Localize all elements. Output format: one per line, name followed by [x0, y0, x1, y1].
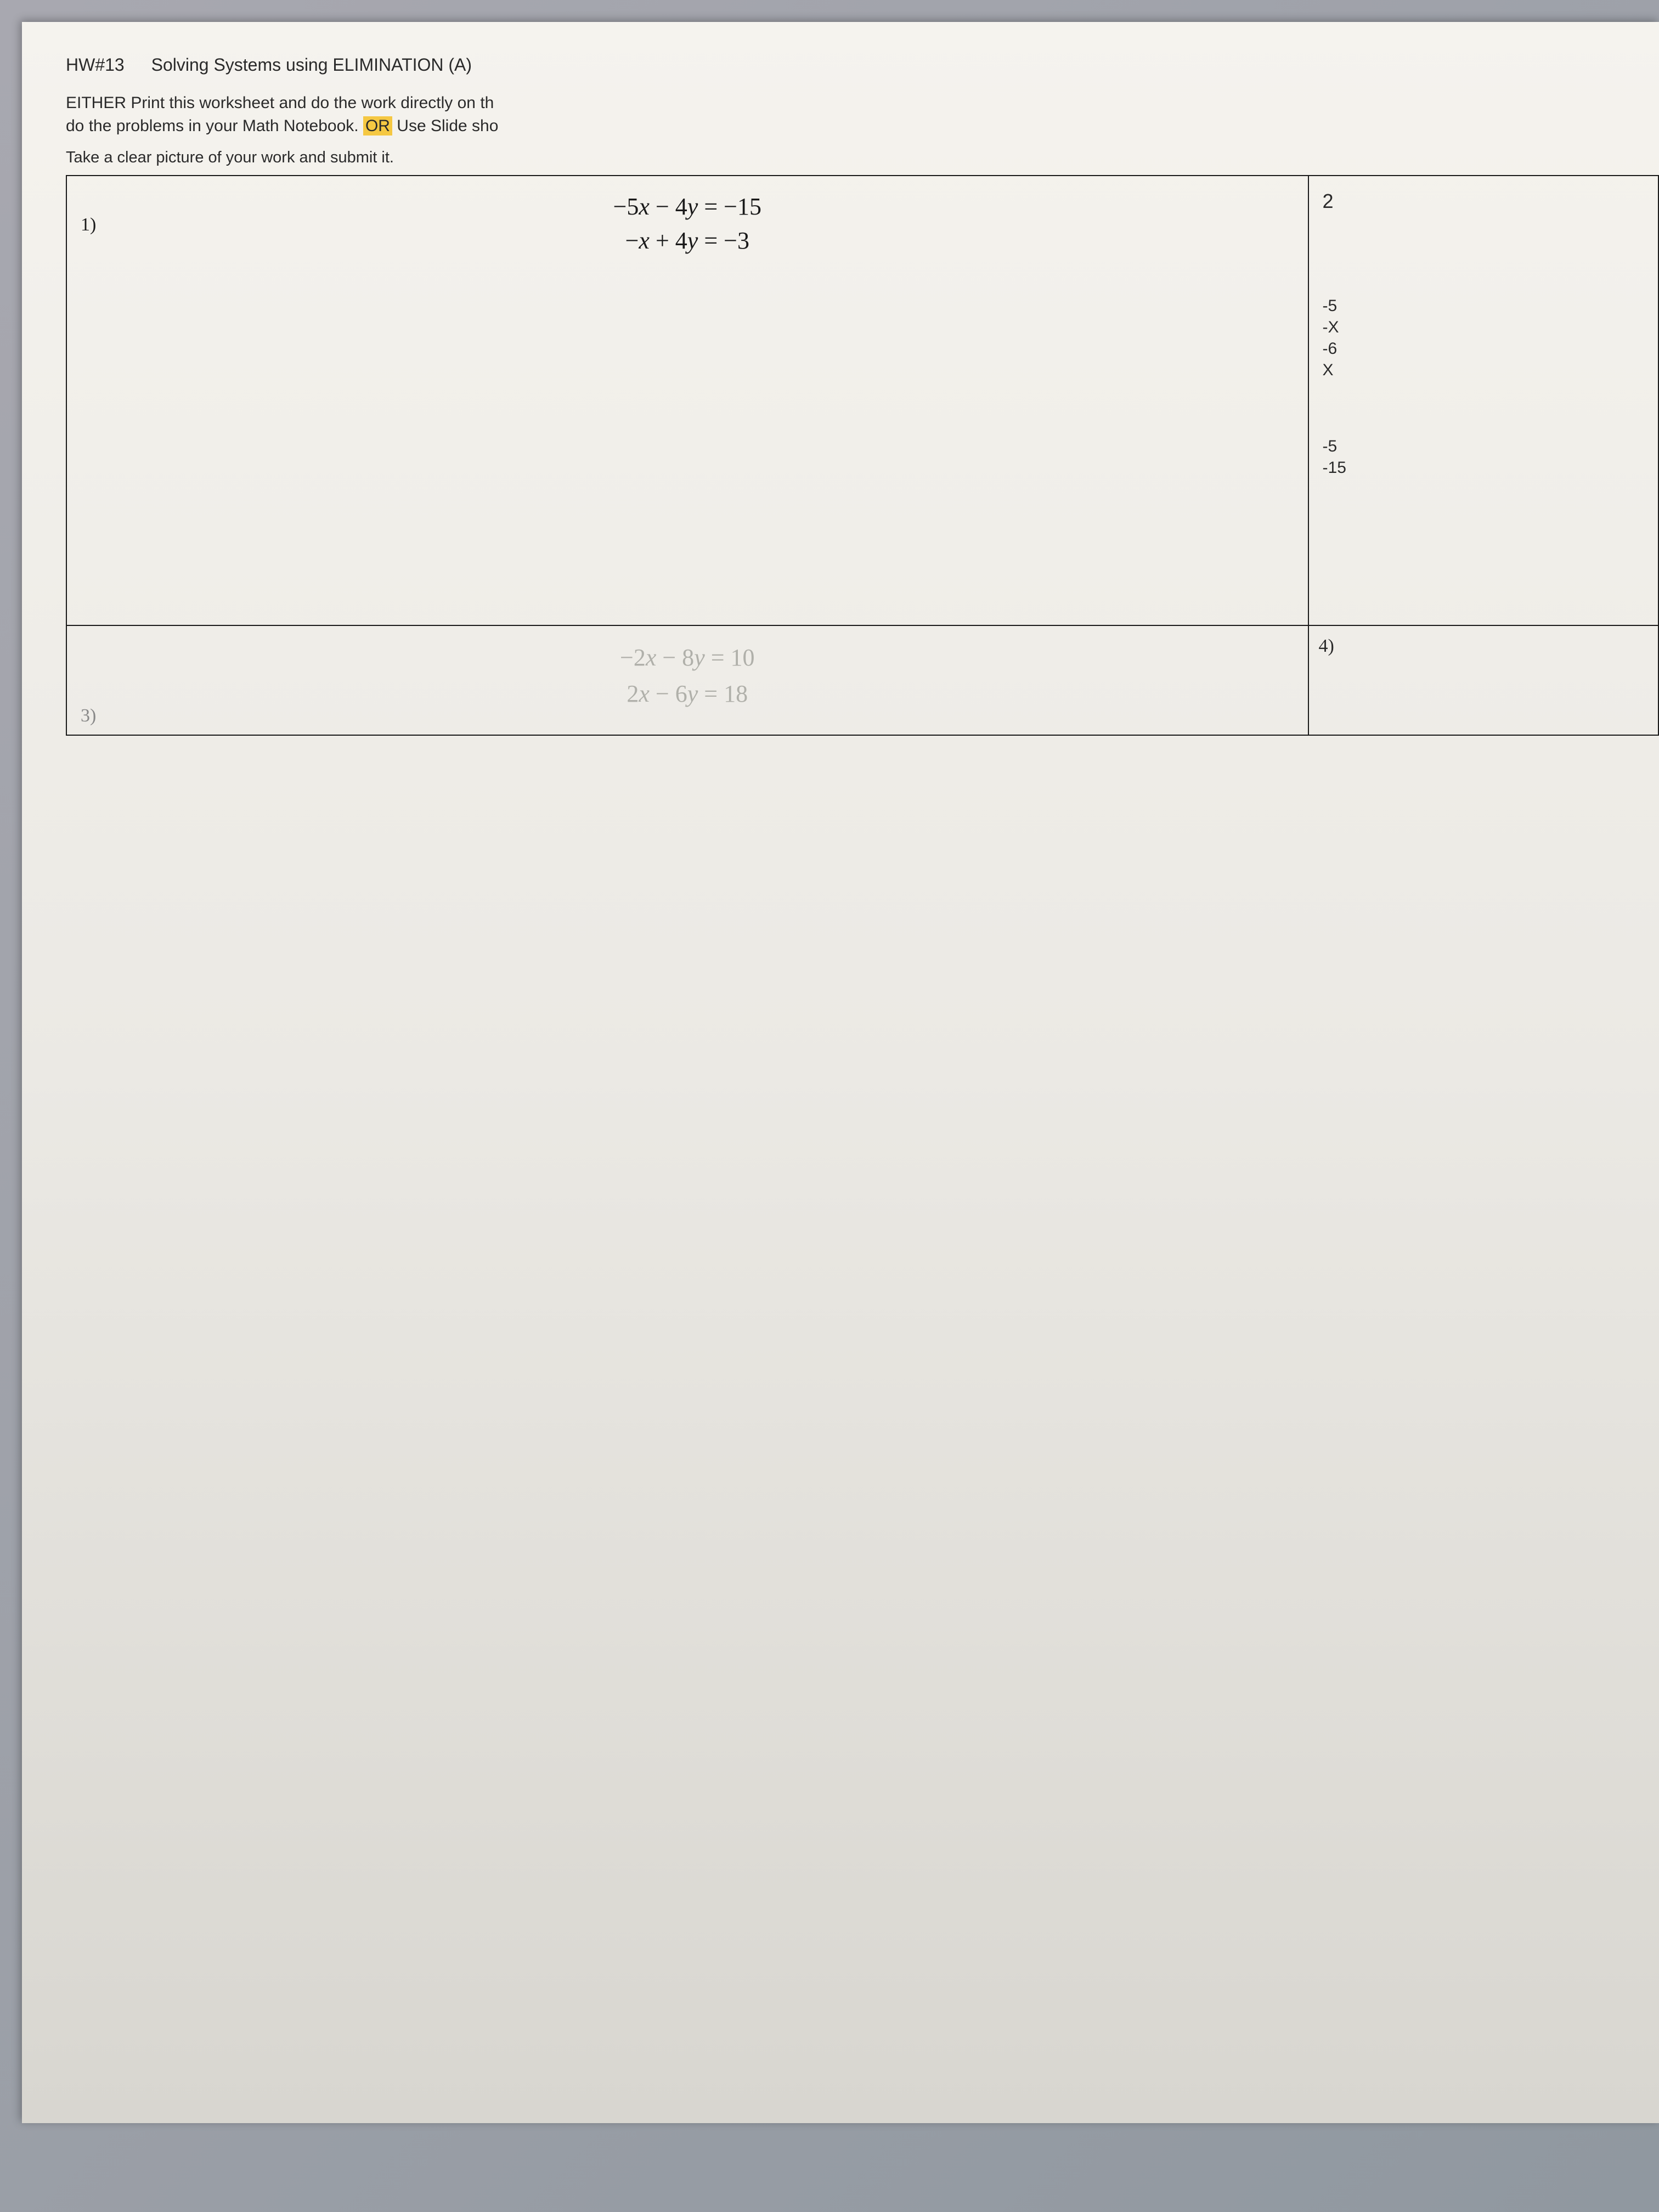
instructions-block: EITHER Print this worksheet and do the w… [66, 92, 1659, 138]
instruction-or-highlight: OR [363, 116, 392, 136]
problem-2-number-partial: 2 [1323, 187, 1647, 213]
side-line: X [1323, 359, 1647, 381]
instruction-line2-b: Use Slide sho [392, 117, 498, 135]
problem-3-eq1: −2x − 8y = 10 [78, 640, 1297, 676]
side-work-content: 2 -5 -X -6 X -5 -15 [1320, 187, 1647, 478]
problem-1-eq2: −x + 4y = −3 [78, 224, 1297, 258]
instruction-line1: EITHER Print this worksheet and do the w… [66, 94, 494, 112]
problem-1-number: 1) [81, 215, 96, 235]
instruction-line2-a: do the problems in your Math Notebook. [66, 117, 363, 135]
side-line: -5 [1323, 295, 1647, 317]
problem-3-cell: 3) −2x − 8y = 10 2x − 6y = 18 [66, 625, 1308, 735]
side-line: -6 [1323, 338, 1647, 359]
problem-2-cell-partial: 2 -5 -X -6 X -5 -15 [1308, 176, 1658, 625]
submit-instruction: Take a clear picture of your work and su… [66, 149, 1659, 167]
problem-1-equations: −5x − 4y = −15 −x + 4y = −3 [78, 190, 1297, 257]
side-line: -X [1323, 317, 1647, 338]
problem-4-cell-partial: 4) [1308, 625, 1658, 735]
side-line: -15 [1323, 457, 1647, 478]
side-line: -5 [1323, 436, 1647, 457]
problem-3-number: 3) [81, 706, 96, 726]
side-work-block-1: -5 -X -6 X [1323, 295, 1647, 381]
worksheet-title: Solving Systems using ELIMINATION (A) [151, 55, 472, 75]
worksheet-header: HW#13 Solving Systems using ELIMINATION … [66, 55, 1659, 75]
problem-1-cell: 1) −5x − 4y = −15 −x + 4y = −3 [66, 176, 1308, 625]
hw-number: HW#13 [66, 55, 125, 75]
problem-1-eq1: −5x − 4y = −15 [78, 190, 1297, 224]
problem-3-eq2: 2x − 6y = 18 [78, 676, 1297, 712]
problem-3-equations: −2x − 8y = 10 2x − 6y = 18 [78, 640, 1297, 712]
side-work-block-2: -5 -15 [1323, 436, 1647, 478]
problems-table: 1) −5x − 4y = −15 −x + 4y = −3 2 -5 -X [66, 175, 1659, 736]
problem-4-number: 4) [1319, 636, 1334, 657]
worksheet-page: HW#13 Solving Systems using ELIMINATION … [22, 22, 1659, 2123]
